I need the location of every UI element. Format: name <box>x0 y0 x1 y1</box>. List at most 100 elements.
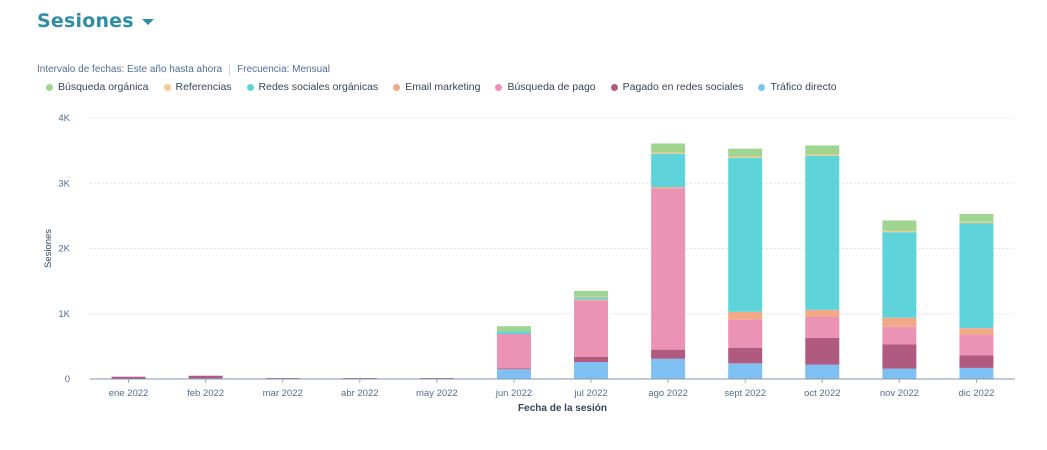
bar-segment <box>574 296 609 298</box>
bar-segment <box>959 223 994 329</box>
x-tick-label: ene 2022 <box>109 388 149 399</box>
bar-segment <box>651 187 686 189</box>
legend-item[interactable]: Búsqueda de pago <box>495 81 596 93</box>
bar-segment <box>728 157 763 312</box>
bar-segment <box>805 155 840 310</box>
legend-label: Búsqueda de pago <box>507 81 596 93</box>
bar-segment <box>805 309 840 318</box>
legend-swatch <box>758 83 766 91</box>
bar-segment <box>651 143 686 153</box>
frequency-filter[interactable]: Frecuencia: Mensual <box>237 64 330 75</box>
x-tick-label: sept 2022 <box>724 388 766 399</box>
legend-swatch <box>495 83 503 91</box>
legend-label: Pagado en redes sociales <box>622 81 744 93</box>
report-filters: Intervalo de fechas: Este año hasta ahor… <box>37 64 330 75</box>
legend-swatch <box>610 83 618 91</box>
legend-swatch <box>163 83 171 91</box>
bar-segment <box>882 368 917 379</box>
bar-segment <box>882 326 917 345</box>
chart-legend: Búsqueda orgánica Referencias Redes social… <box>46 81 837 93</box>
bar-segment <box>111 376 146 379</box>
filter-divider <box>229 64 231 75</box>
bar-segment <box>342 378 377 379</box>
legend-item[interactable]: Referencias <box>163 81 232 93</box>
y-axis-title: Sesiones <box>43 229 54 268</box>
bar-segment <box>882 220 917 231</box>
legend-label: Tráfico directo <box>770 81 837 93</box>
bar-segment <box>574 299 609 301</box>
report-title-dropdown[interactable]: Sesiones <box>37 10 154 32</box>
x-tick-label: jul 2022 <box>573 388 607 399</box>
x-axis-title: Fecha de la sesión <box>518 403 607 414</box>
bar-segment <box>728 156 763 158</box>
legend-item[interactable]: Búsqueda orgánica <box>46 81 149 93</box>
y-tick-label: 1K <box>58 309 70 320</box>
bar-segment <box>574 297 609 300</box>
legend-swatch <box>393 83 401 91</box>
legend-item[interactable]: Pagado en redes sociales <box>610 81 744 93</box>
bar-segment <box>496 326 531 332</box>
bar-segment <box>728 319 763 348</box>
x-tick-label: ago 2022 <box>648 388 688 399</box>
bar-segment <box>959 334 994 356</box>
bar-segment <box>959 328 994 335</box>
page-title: Sesiones <box>37 10 134 32</box>
bar-segment <box>265 378 300 379</box>
bar-segment <box>574 356 609 363</box>
bar-segment <box>651 358 686 379</box>
x-tick-label: feb 2022 <box>187 388 224 399</box>
bar-segment <box>728 363 763 379</box>
bar-segment <box>728 148 763 157</box>
x-tick-label: oct 2022 <box>804 388 840 399</box>
bar-segment <box>419 378 454 379</box>
bar-segment <box>882 317 917 327</box>
legend-label: Referencias <box>175 81 232 93</box>
bar-segment <box>805 145 840 155</box>
date-range-filter[interactable]: Intervalo de fechas: Este año hasta ahor… <box>37 64 223 75</box>
x-tick-label: dic 2022 <box>958 388 994 399</box>
bar-segment <box>959 367 994 379</box>
legend-swatch <box>246 83 254 91</box>
y-tick-label: 4K <box>58 113 70 124</box>
legend-label: Búsqueda orgánica <box>58 81 149 93</box>
y-tick-label: 2K <box>58 244 70 255</box>
x-tick-label: may 2022 <box>416 388 458 399</box>
bar-segment <box>651 152 686 154</box>
y-tick-label: 3K <box>58 178 70 189</box>
x-tick-label: nov 2022 <box>880 388 919 399</box>
x-tick-label: abr 2022 <box>341 388 379 399</box>
bar-segment <box>574 300 609 357</box>
bar-segment <box>882 232 917 318</box>
bar-segment <box>805 154 840 156</box>
bar-segment <box>728 347 763 364</box>
bar-segment <box>882 344 917 369</box>
legend-item[interactable]: Tráfico directo <box>758 81 837 93</box>
legend-label: Redes sociales orgánicas <box>258 81 379 93</box>
bar-segment <box>959 213 994 222</box>
bar-segment <box>805 337 840 365</box>
y-tick-label: 0 <box>65 374 70 385</box>
x-tick-label: mar 2022 <box>263 388 303 399</box>
legend-item[interactable]: Redes sociales orgánicas <box>246 81 379 93</box>
bar-segment <box>728 311 763 320</box>
bar-segment <box>959 221 994 224</box>
bar-segment <box>496 369 531 379</box>
chevron-down-icon <box>141 19 154 25</box>
bar-segment <box>805 317 840 338</box>
bar-segment <box>496 333 531 369</box>
bar-segment <box>651 153 686 188</box>
bar-segment <box>574 290 609 297</box>
bar-segment <box>882 230 917 233</box>
bar-segment <box>651 188 686 350</box>
legend-label: Email marketing <box>405 81 481 93</box>
bar-segment <box>496 331 531 334</box>
bar-segment <box>651 349 686 359</box>
bar-segment <box>959 355 994 368</box>
bar-segment <box>496 368 531 370</box>
x-tick-label: jun 2022 <box>495 388 532 399</box>
bar-segment <box>188 375 223 379</box>
bar-segment <box>574 362 609 379</box>
legend-item[interactable]: Email marketing <box>393 81 480 93</box>
legend-swatch <box>46 83 53 91</box>
